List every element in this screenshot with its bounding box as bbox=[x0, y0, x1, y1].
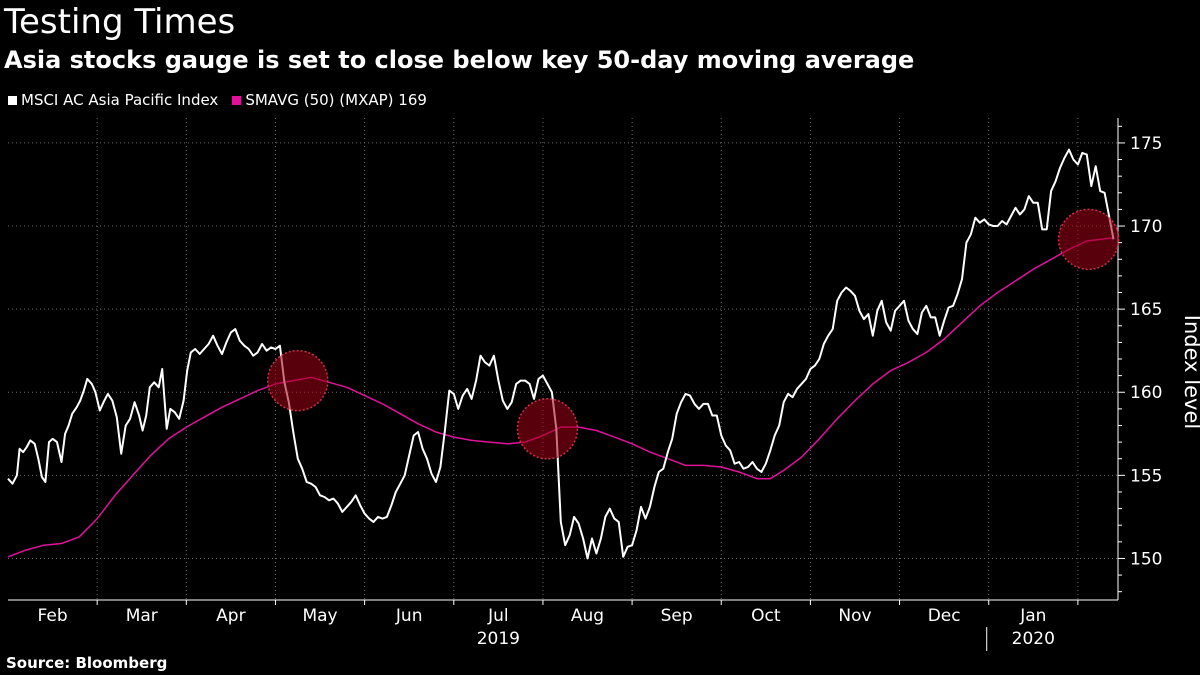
highlight-circle bbox=[1057, 208, 1120, 271]
x-tick-label: Dec bbox=[928, 606, 961, 626]
x-tick-label: Sep bbox=[661, 606, 693, 626]
y-tick-label: 175 bbox=[1130, 134, 1162, 154]
highlight-circle bbox=[516, 398, 579, 460]
y-tick-label: 160 bbox=[1130, 383, 1162, 403]
source-note: Source: Bloomberg bbox=[6, 654, 168, 672]
x-tick-label: Nov bbox=[838, 606, 871, 626]
x-tick-label: Feb bbox=[38, 606, 68, 626]
x-tick-label: Aug bbox=[571, 606, 604, 626]
series-lines bbox=[7, 148, 1115, 560]
x-tick-label: Jun bbox=[395, 606, 423, 626]
year-label: 2019 bbox=[477, 629, 520, 649]
y-tick-label: 150 bbox=[1130, 549, 1162, 569]
legend: MSCI AC Asia Pacific Index SMAVG (50) (M… bbox=[8, 91, 441, 109]
legend-swatch-smavg bbox=[232, 95, 242, 105]
highlight-markers bbox=[267, 208, 1120, 460]
y-tick-label: 170 bbox=[1130, 217, 1162, 237]
legend-item-smavg: SMAVG (50) (MXAP) 169 bbox=[232, 91, 427, 109]
x-tick-label: Oct bbox=[751, 606, 781, 626]
x-tick-label: Jul bbox=[487, 606, 509, 626]
x-tick-label: May bbox=[302, 606, 337, 626]
highlight-circle bbox=[267, 349, 329, 412]
x-tick-label: Jan bbox=[1019, 606, 1046, 626]
x-tick-label: Mar bbox=[126, 606, 158, 626]
legend-swatch-index bbox=[8, 95, 17, 105]
legend-label-index: MSCI AC Asia Pacific Index bbox=[21, 91, 219, 109]
x-tick-label: Apr bbox=[216, 606, 245, 626]
y-tick-label: 165 bbox=[1130, 300, 1162, 320]
chart-subtitle: Asia stocks gauge is set to close below … bbox=[4, 46, 915, 74]
chart-title: Testing Times bbox=[4, 2, 236, 42]
year-label: 2020 bbox=[1012, 629, 1055, 649]
gridlines bbox=[8, 118, 1118, 600]
axes: 150 155 160 165 170 175 Feb Mar Apr May Jun Jul Aug S… bbox=[8, 118, 1162, 651]
legend-item-index: MSCI AC Asia Pacific Index bbox=[8, 91, 218, 109]
y-axis-label: Index level bbox=[1180, 315, 1200, 429]
legend-label-smavg: SMAVG (50) (MXAP) 169 bbox=[245, 91, 427, 109]
y-tick-label: 155 bbox=[1130, 466, 1162, 486]
series-line-msci-index bbox=[7, 148, 1115, 560]
